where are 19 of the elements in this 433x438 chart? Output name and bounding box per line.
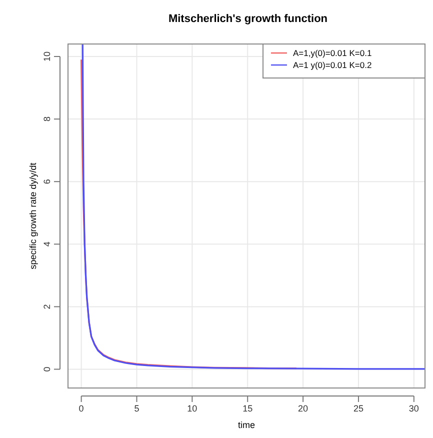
x-tick-label: 0: [78, 403, 84, 414]
x-tick-label: 25: [353, 403, 364, 414]
x-tick-label: 5: [134, 403, 140, 414]
x-tick-label: 15: [242, 403, 253, 414]
x-tick-label: 20: [298, 403, 308, 414]
chart-title: Mitscherlich's growth function: [168, 13, 328, 25]
y-tick-label: 2: [42, 304, 52, 310]
x-tick-label: 30: [408, 403, 419, 414]
y-tick-label: 10: [42, 52, 52, 62]
y-axis-title: specific growth rate dy/y/dt: [28, 162, 38, 270]
legend-label: A=1,y(0)=0.01 K=0.1: [293, 48, 372, 58]
y-tick-label: 4: [42, 242, 52, 247]
line-series: [82, 43, 426, 370]
x-tick-label: 10: [187, 403, 198, 414]
y-tick-label: 8: [42, 116, 52, 122]
y-tick-label: 0: [42, 366, 52, 372]
x-axis-title: time: [238, 420, 256, 430]
legend-label: A=1 y(0)=0.01 K=0.2: [293, 60, 372, 70]
y-tick-label: 6: [42, 179, 52, 184]
